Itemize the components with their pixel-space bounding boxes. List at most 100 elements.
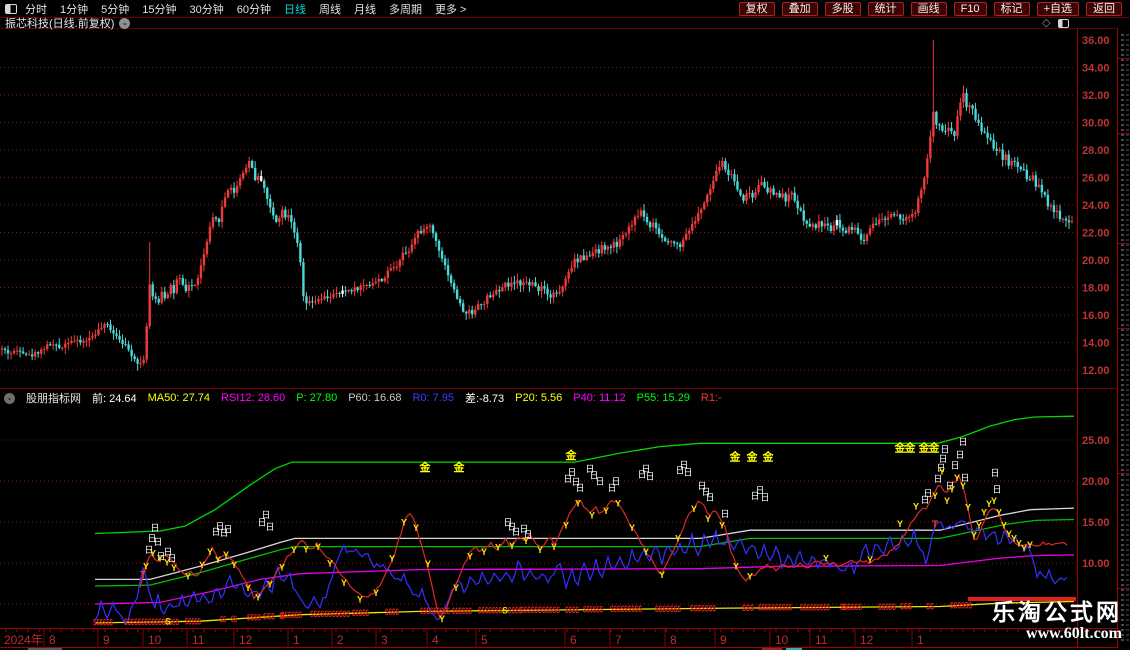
- svg-text:Y: Y: [551, 542, 557, 552]
- toolbar-button-duogu[interactable]: 多股: [824, 1, 861, 16]
- top-toolbar: 分时 1分钟 5分钟 15分钟 30分钟 60分钟 日线 周线 月线 多周期 更多 > 复权 叠加 多股…: [0, 0, 1130, 18]
- svg-text:日: 日: [595, 476, 604, 486]
- strip-separator: [1118, 473, 1130, 474]
- period-item-1min[interactable]: 1分钟: [60, 3, 89, 16]
- period-item-60min[interactable]: 60分钟: [236, 3, 271, 16]
- x-axis-month-label: 12: [239, 633, 253, 647]
- svg-text:日: 日: [156, 552, 165, 562]
- clipped-vertical-text: [1121, 34, 1124, 644]
- toolbar-button-biaoji[interactable]: 标记: [993, 1, 1030, 16]
- x-axis-month-label: 3: [381, 633, 388, 647]
- svg-text:Y: Y: [150, 548, 156, 558]
- watermark-site-name: 乐淘公式网: [992, 599, 1122, 625]
- svg-text:日: 日: [950, 461, 959, 471]
- svg-text:22.00: 22.00: [1082, 228, 1110, 240]
- toolbar-button-tongji[interactable]: 统计: [867, 1, 904, 16]
- svg-text:Y: Y: [563, 521, 569, 531]
- toolbar-button-huaxian[interactable]: 画线: [910, 1, 947, 16]
- x-axis-month-label: 11: [815, 633, 828, 647]
- toolbar-button-fuquan[interactable]: 复权: [738, 1, 775, 16]
- toolbar-buttons: 复权 叠加 多股 统计 画线 F10 标记 +自选 返回: [738, 1, 1122, 16]
- svg-text:日: 日: [511, 527, 520, 537]
- svg-text:Y: Y: [629, 523, 635, 533]
- svg-text:Y: Y: [897, 519, 903, 529]
- svg-text:SSSSSS: SSSSSS: [840, 602, 862, 612]
- strip-separator: [1118, 58, 1130, 59]
- svg-text:Y: Y: [659, 570, 665, 580]
- svg-text:金: 金: [419, 460, 432, 474]
- diamond-icon[interactable]: ◇: [1042, 17, 1051, 29]
- svg-text:Y: Y: [215, 555, 221, 565]
- chevron-down-icon[interactable]: ⌄: [119, 17, 131, 29]
- period-item-more[interactable]: 更多 >: [435, 3, 467, 16]
- svg-text:Y: Y: [986, 499, 992, 509]
- svg-text:日: 日: [938, 454, 947, 464]
- period-item-5min[interactable]: 5分钟: [101, 3, 130, 16]
- x-axis-month-label: 9: [103, 633, 110, 647]
- svg-text:Y: Y: [705, 514, 711, 524]
- x-axis-month-label: 7: [615, 633, 622, 647]
- svg-text:日: 日: [163, 547, 172, 557]
- svg-text:SSSSSSS: SSSSSSS: [690, 603, 716, 613]
- svg-text:34.00: 34.00: [1082, 63, 1110, 75]
- svg-text:Y: Y: [733, 562, 739, 572]
- x-axis-month-label: 1: [917, 633, 924, 647]
- svg-text:SSSS: SSSS: [247, 613, 261, 623]
- svg-text:日: 日: [611, 476, 620, 486]
- period-item-fenshi[interactable]: 分时: [25, 3, 47, 16]
- toolbar-button-fanhui[interactable]: 返回: [1086, 1, 1122, 16]
- toolbar-button-f10[interactable]: F10: [953, 1, 987, 16]
- svg-text:Y: Y: [341, 578, 347, 588]
- toolbar-button-zixuan[interactable]: +自选: [1036, 1, 1079, 16]
- svg-text:SSSSSSSSSSSSSSSS: SSSSSSSSSSSSSSSS: [124, 617, 179, 627]
- period-menu: 分时 1分钟 5分钟 15分钟 30分钟 60分钟 日线 周线 月线 多周期 更多 >: [25, 1, 466, 17]
- svg-text:Y: Y: [913, 502, 919, 512]
- indicator-collapse-icon[interactable]: ⌄: [4, 392, 15, 404]
- period-item-weekly[interactable]: 周线: [319, 3, 341, 16]
- period-item-monthly[interactable]: 月线: [354, 3, 376, 16]
- window-split-icon[interactable]: [5, 3, 17, 14]
- period-item-multi-period[interactable]: 多周期: [389, 3, 422, 16]
- svg-text:Y: Y: [1001, 521, 1007, 531]
- svg-text:26.00: 26.00: [1082, 173, 1110, 185]
- toolbar-button-diejia[interactable]: 叠加: [781, 1, 818, 16]
- x-axis-month-label: 10: [148, 633, 162, 647]
- svg-text:Y: Y: [315, 542, 321, 552]
- svg-text:日: 日: [945, 481, 954, 491]
- svg-text:Y: Y: [495, 543, 501, 553]
- period-item-daily[interactable]: 日线: [284, 3, 306, 16]
- svg-text:日: 日: [760, 493, 769, 503]
- svg-text:Y: Y: [996, 507, 1002, 517]
- svg-text:Y: Y: [467, 552, 473, 562]
- svg-text:32.00: 32.00: [1082, 90, 1110, 102]
- svg-text:日: 日: [147, 534, 156, 544]
- svg-text:10.00: 10.00: [1082, 558, 1110, 570]
- x-axis-month-label: 9: [720, 633, 727, 647]
- svg-text:20.00: 20.00: [1082, 476, 1110, 488]
- strip-separator: [1118, 588, 1130, 589]
- svg-text:日: 日: [940, 444, 949, 454]
- svg-text:SSS: SSS: [900, 602, 912, 612]
- title-right-icons: ◇: [1042, 17, 1070, 29]
- svg-text:金: 金: [729, 450, 742, 464]
- svg-text:Y: Y: [1027, 540, 1033, 550]
- svg-text:日: 日: [223, 525, 232, 535]
- svg-text:Y: Y: [267, 580, 273, 590]
- watermark-site-url: www.60lt.com: [1026, 625, 1122, 642]
- period-item-30min[interactable]: 30分钟: [189, 3, 224, 16]
- chart-title: 振芯科技(日线.前复权): [5, 18, 115, 30]
- svg-text:日: 日: [960, 473, 969, 483]
- panel-toggle-icon[interactable]: [1058, 19, 1070, 28]
- svg-text:Y: Y: [976, 521, 982, 531]
- sliver-fragment: [786, 648, 802, 650]
- svg-text:36.00: 36.00: [1082, 35, 1110, 47]
- svg-text:日: 日: [567, 467, 576, 477]
- svg-text:Y: Y: [589, 511, 595, 521]
- svg-text:日: 日: [958, 437, 967, 447]
- svg-text:Y: Y: [1016, 539, 1022, 549]
- period-item-15min[interactable]: 15分钟: [142, 3, 177, 16]
- svg-text:日: 日: [641, 464, 650, 474]
- svg-text:日: 日: [755, 485, 764, 495]
